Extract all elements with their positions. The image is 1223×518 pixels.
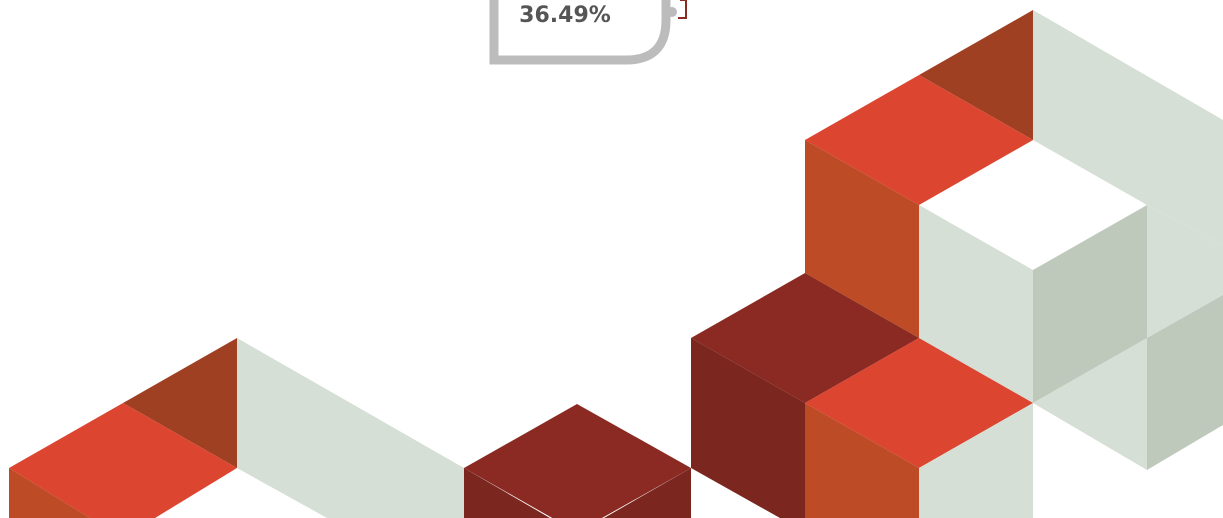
face-light [1147, 205, 1223, 338]
connector-dot [667, 7, 677, 17]
face-light [1033, 338, 1147, 470]
bracket [678, 0, 687, 19]
face-grey [1033, 205, 1147, 403]
face-light [237, 338, 464, 518]
label-box [489, 0, 671, 65]
face-orange [805, 140, 919, 338]
face-orange [9, 468, 90, 518]
face-dark-orange [919, 10, 1033, 140]
face-darkred-side [464, 468, 550, 518]
face-orange [805, 403, 919, 518]
label-text: 36.49% [519, 3, 611, 28]
face-darkred-top [464, 404, 691, 518]
face-grey [1147, 295, 1223, 470]
face-red-top [9, 403, 237, 518]
face-light [1033, 10, 1223, 245]
face-light [919, 403, 1033, 518]
face-darkred-side [691, 338, 805, 518]
face-darkred-side [604, 468, 691, 518]
face-light [919, 205, 1033, 403]
face-dark-orange [123, 338, 237, 468]
